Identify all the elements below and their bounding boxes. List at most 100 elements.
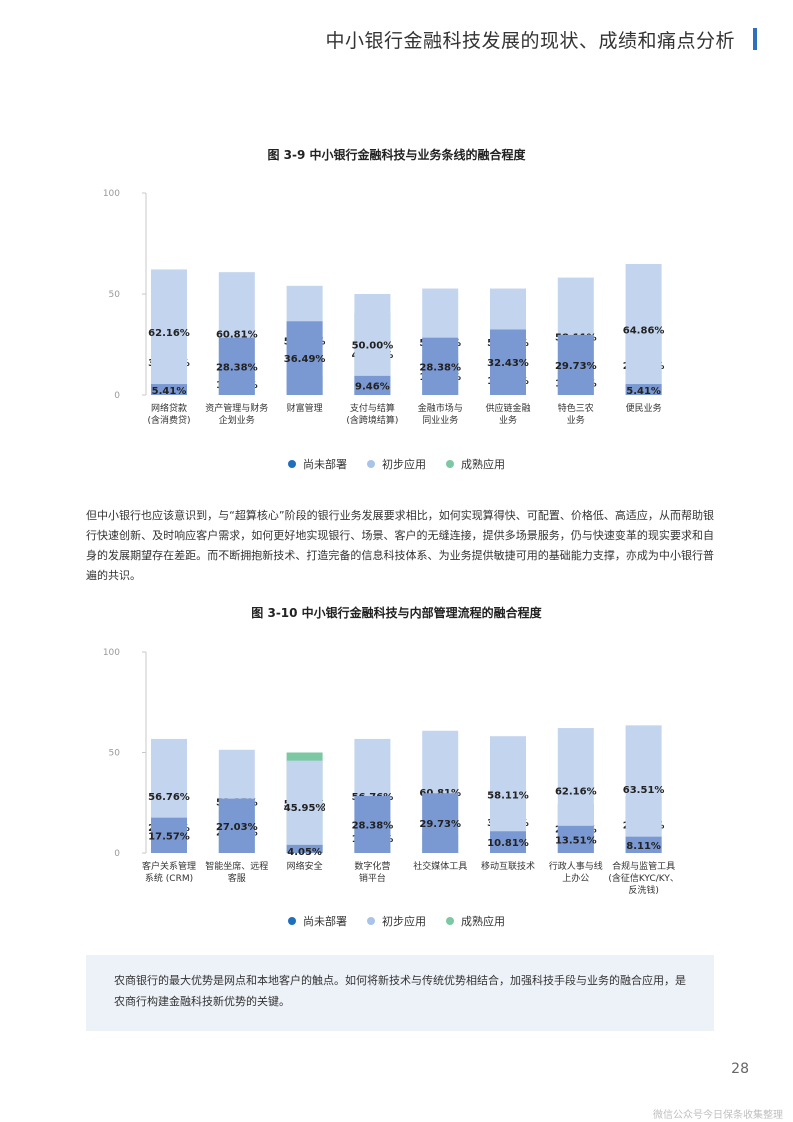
body-paragraph: 但中小银行也应该意识到，与“超算核心”阶段的银行业务发展要求相比，如何实现算得快… <box>86 509 714 582</box>
legend-dot-icon <box>446 917 454 925</box>
legend-dot-icon <box>367 917 375 925</box>
category-label: 客服 <box>228 872 246 884</box>
data-label: 5.41% <box>152 386 187 397</box>
bar-segment <box>557 825 594 853</box>
y-tick-label: 100 <box>103 648 120 658</box>
category-label: 金融市场与 <box>418 402 463 414</box>
legend-label: 成熟应用 <box>461 915 505 928</box>
legend-item-not-deployed: 尚未部署 <box>288 913 347 929</box>
category-label: 反洗钱) <box>628 884 659 896</box>
callout-box: 农商银行的最大优势是网点和本地客户的触点。如何将新技术与传统优势相结合，加强科技… <box>86 955 714 1031</box>
bar-segment <box>286 844 323 853</box>
data-label: 4.05% <box>287 847 322 858</box>
data-label: 8.11% <box>626 841 661 852</box>
category-label: 系统 (CRM) <box>145 872 193 884</box>
category-label: 便民业务 <box>626 402 662 414</box>
header-accent-bar <box>753 28 757 50</box>
bar-segment <box>625 836 662 853</box>
data-label: 28.38% <box>352 820 394 831</box>
y-tick-label: 100 <box>103 189 120 199</box>
category-label: 业务 <box>499 414 517 426</box>
legend-item-mature: 成熟应用 <box>446 913 505 929</box>
bar-segment <box>151 269 187 395</box>
data-label: 17.57% <box>148 831 190 842</box>
legend-item-mature: 成熟应用 <box>446 456 505 472</box>
figure-3-10-title: 图 3-10 中小银行金融科技与内部管理流程的融合程度 <box>251 606 542 620</box>
bar-segment <box>151 817 187 853</box>
category-label: 同业业务 <box>422 414 458 426</box>
bar-segment <box>354 795 391 853</box>
data-label: 63.51% <box>623 785 665 796</box>
y-tick-label: 50 <box>109 290 121 300</box>
data-label: 10.81% <box>487 838 529 849</box>
data-label: 28.38% <box>216 362 258 373</box>
data-label: 9.46% <box>355 381 390 392</box>
bar-segment <box>490 329 526 395</box>
category-label: 社交媒体工具 <box>413 860 467 872</box>
data-label: 56.76% <box>148 792 190 803</box>
bar-segment <box>422 337 459 395</box>
chart1-legend: 尚未部署 初步应用 成熟应用 <box>0 456 793 472</box>
data-label: 27.03% <box>216 822 258 833</box>
bar-segment <box>218 337 255 395</box>
category-label: 智能坐席、远程 <box>205 860 268 872</box>
category-label: 支付与结算 <box>350 402 395 414</box>
category-label: 网络贷款 <box>151 402 187 414</box>
watermark: 微信公众号今日保条收集整理 <box>653 1110 783 1121</box>
data-label: 5.41% <box>626 386 661 397</box>
legend-dot-icon <box>288 460 296 468</box>
bar-segment <box>625 384 662 395</box>
data-label: 62.16% <box>148 328 190 339</box>
bar-segment <box>354 375 391 395</box>
y-tick-label: 0 <box>114 849 120 859</box>
data-label: 60.81% <box>216 330 258 341</box>
data-label: 50.00% <box>352 341 394 352</box>
legend-label: 尚未部署 <box>303 458 347 471</box>
category-label: 客户关系管理 <box>142 860 196 872</box>
legend-label: 成熟应用 <box>461 458 505 471</box>
legend-dot-icon <box>367 460 375 468</box>
legend-label: 初步应用 <box>382 915 426 928</box>
legend-item-not-deployed: 尚未部署 <box>288 456 347 472</box>
legend-item-initial: 初步应用 <box>367 913 426 929</box>
category-label: 合规与监管工具 <box>612 860 675 872</box>
page-number: 28 <box>731 1061 749 1077</box>
bar-segment <box>286 760 323 853</box>
category-label: 企划业务 <box>219 414 255 426</box>
category-label: (含征信KYC/KY、 <box>608 872 679 884</box>
bar-segment <box>557 334 594 395</box>
category-label: (含跨境结算) <box>346 414 398 426</box>
legend-dot-icon <box>446 460 454 468</box>
category-label: 业务 <box>567 414 585 426</box>
data-label: 45.95% <box>284 803 326 814</box>
data-label: 29.73% <box>555 361 597 372</box>
category-label: 供应链金融 <box>485 402 530 414</box>
figure-3-9-title: 图 3-9 中小银行金融科技与业务条线的融合程度 <box>267 148 526 162</box>
chart2-legend: 尚未部署 初步应用 成熟应用 <box>0 913 793 929</box>
bar-segment <box>422 793 459 853</box>
legend-label: 尚未部署 <box>303 915 347 928</box>
bar-segment <box>625 725 662 853</box>
page-header-title: 中小银行金融科技发展的现状、成绩和痛点分析 <box>325 30 735 52</box>
bar-segment <box>490 831 526 853</box>
category-label: 财富管理 <box>287 402 323 414</box>
data-label: 62.16% <box>555 787 597 798</box>
category-label: 网络安全 <box>287 860 323 872</box>
data-label: 28.38% <box>419 362 461 373</box>
category-label: 行政人事与线 <box>549 860 603 872</box>
category-label: 数字化营 <box>354 860 390 872</box>
data-label: 13.51% <box>555 835 597 846</box>
legend-item-initial: 初步应用 <box>367 456 426 472</box>
legend-label: 初步应用 <box>382 458 426 471</box>
category-label: 上办公 <box>562 872 589 884</box>
data-label: 64.86% <box>623 325 665 336</box>
bar-segment <box>286 321 323 395</box>
bar-segment <box>151 384 187 395</box>
y-tick-label: 50 <box>109 749 121 759</box>
category-label: (含消费贷) <box>147 414 190 426</box>
data-label: 36.49% <box>284 354 326 365</box>
category-label: 资产管理与财务 <box>205 402 268 414</box>
data-label: 29.73% <box>419 819 461 830</box>
data-label: 58.11% <box>487 791 529 802</box>
